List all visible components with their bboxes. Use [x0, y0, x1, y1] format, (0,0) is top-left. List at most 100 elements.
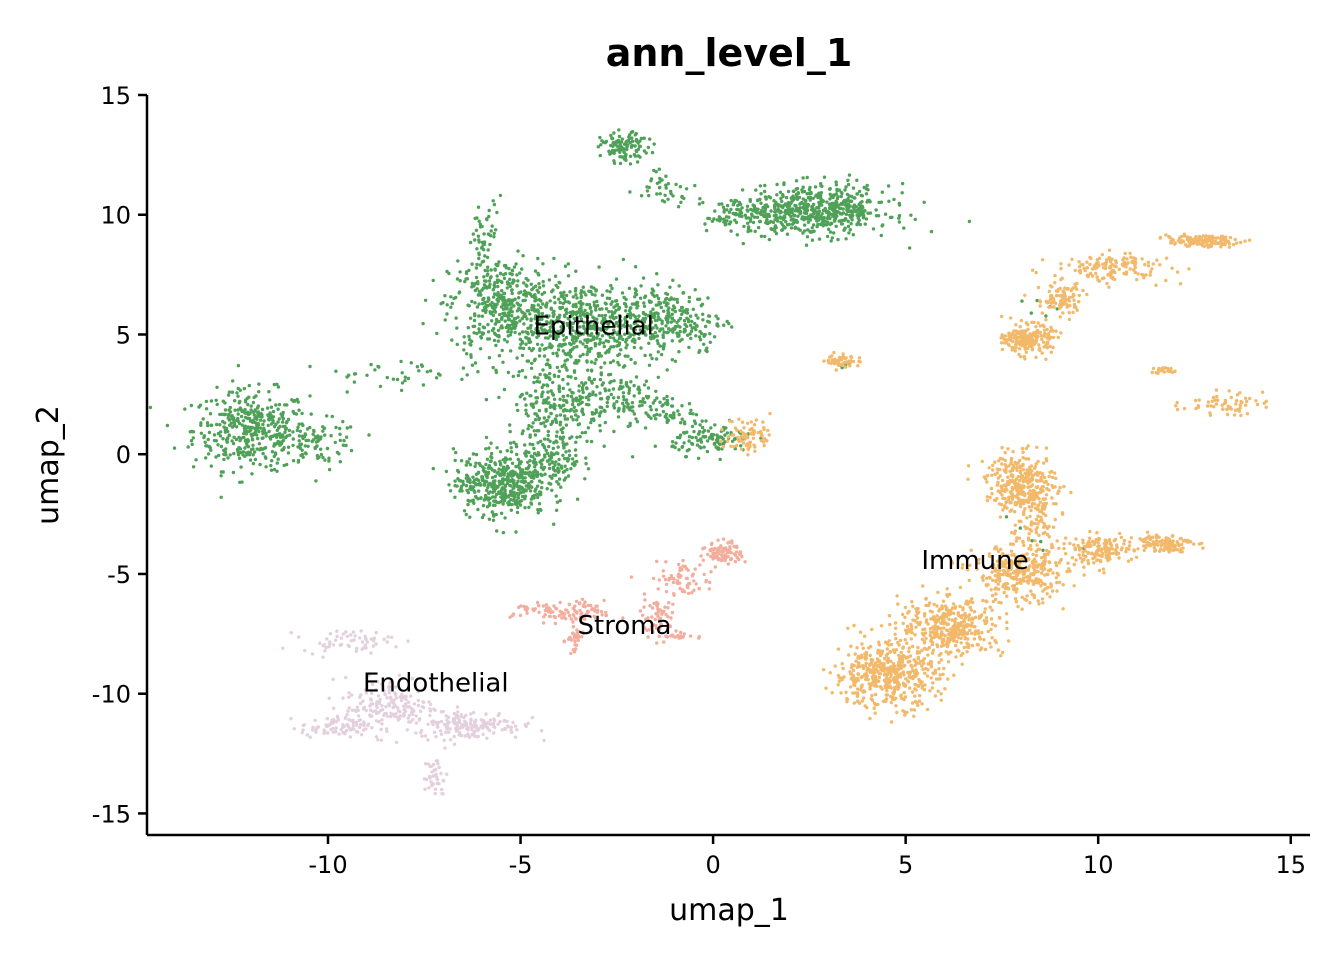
point-epithelial: [651, 336, 656, 340]
point-immune: [1011, 449, 1015, 454]
point-immune: [981, 598, 985, 603]
point-epithelial: [662, 330, 666, 334]
point-epithelial: [532, 295, 537, 300]
point-epithelial: [574, 396, 579, 400]
point-epithelial: [793, 226, 797, 230]
point-epithelial: [475, 287, 479, 291]
point-immune: [916, 606, 920, 611]
point-epithelial: [706, 429, 711, 433]
point-immune: [856, 687, 860, 691]
point-epithelial: [548, 342, 552, 346]
point-immune: [944, 615, 949, 619]
point-immune: [909, 663, 913, 667]
point-immune: [880, 687, 884, 691]
point-epithelial: [609, 392, 613, 397]
point-epithelial: [607, 333, 611, 337]
point-epithelial: [286, 451, 291, 455]
point-epithelial: [860, 209, 864, 213]
point-epithelial: [574, 269, 578, 273]
point-epithelial: [736, 203, 740, 208]
point-immune: [857, 701, 862, 705]
point-epithelial: [500, 289, 504, 293]
point-epithelial: [619, 319, 623, 323]
point-epithelial: [536, 256, 540, 261]
point-epithelial: [475, 262, 479, 267]
point-immune: [954, 625, 958, 630]
point-immune: [865, 668, 869, 672]
point-epithelial: [708, 340, 712, 344]
point-epithelial: [485, 273, 489, 277]
point-epithelial: [492, 235, 496, 239]
point-epithelial: [589, 309, 594, 314]
point-epithelial: [687, 402, 692, 406]
point-epithelial: [655, 326, 659, 330]
point-immune: [970, 621, 974, 625]
point-epithelial: [525, 309, 529, 313]
point-immune: [1020, 595, 1024, 599]
point-immune: [899, 663, 904, 668]
point-epithelial: [557, 369, 561, 373]
point-epithelial: [300, 434, 304, 438]
point-epithelial: [589, 420, 593, 425]
point-epithelial: [639, 284, 643, 288]
point-epithelial: [690, 424, 695, 429]
point-epithelial: [304, 452, 308, 456]
point-epithelial: [547, 462, 552, 466]
point-epithelial: [540, 392, 544, 396]
point-epithelial: [608, 296, 612, 301]
point-epithelial: [856, 207, 861, 212]
point-immune: [907, 649, 911, 654]
point-epithelial: [625, 145, 629, 149]
point-epithelial: [523, 497, 527, 501]
point-immune: [999, 601, 1003, 605]
point-epithelial: [464, 271, 469, 276]
point-epithelial: [762, 189, 767, 194]
point-epithelial: [605, 404, 609, 409]
point-immune: [910, 690, 915, 694]
point-immune: [916, 655, 921, 660]
point-immune: [923, 612, 927, 616]
point-epithelial: [551, 446, 555, 451]
point-epithelial: [648, 404, 652, 409]
point-epithelial: [857, 211, 862, 216]
point-epithelial: [635, 160, 640, 164]
point-epithelial: [674, 441, 678, 445]
point-immune: [883, 656, 887, 661]
point-epithelial: [577, 422, 582, 426]
point-immune: [896, 663, 900, 668]
point-epithelial: [575, 345, 579, 349]
point-immune: [967, 618, 971, 622]
point-epithelial: [646, 386, 651, 390]
point-epithelial: [841, 207, 845, 211]
point-epithelial: [501, 502, 505, 506]
point-epithelial: [511, 322, 515, 326]
point-epithelial: [466, 502, 470, 507]
point-epithelial: [682, 431, 687, 435]
point-epithelial: [524, 403, 528, 407]
point-epithelial: [508, 277, 512, 281]
point-immune: [1054, 563, 1059, 568]
point-immune: [1031, 552, 1035, 557]
point-immune: [930, 686, 934, 690]
point-immune: [1006, 553, 1010, 558]
point-epithelial: [235, 391, 239, 395]
point-epithelial: [696, 297, 700, 301]
point-epithelial: [1030, 539, 1034, 543]
point-epithelial: [518, 271, 522, 275]
point-epithelial: [846, 202, 850, 206]
point-epithelial: [523, 397, 527, 401]
point-immune: [973, 629, 978, 633]
point-epithelial: [536, 376, 540, 380]
point-immune: [1000, 478, 1005, 483]
point-epithelial: [515, 510, 520, 515]
point-epithelial: [855, 178, 859, 182]
point-epithelial: [218, 434, 223, 438]
point-epithelial: [673, 359, 678, 363]
point-epithelial: [649, 179, 653, 183]
point-epithelial: [435, 331, 439, 336]
point-immune: [990, 622, 995, 626]
point-epithelial: [525, 284, 529, 288]
point-epithelial: [570, 312, 575, 316]
point-epithelial: [535, 474, 539, 478]
point-epithelial: [786, 189, 791, 194]
